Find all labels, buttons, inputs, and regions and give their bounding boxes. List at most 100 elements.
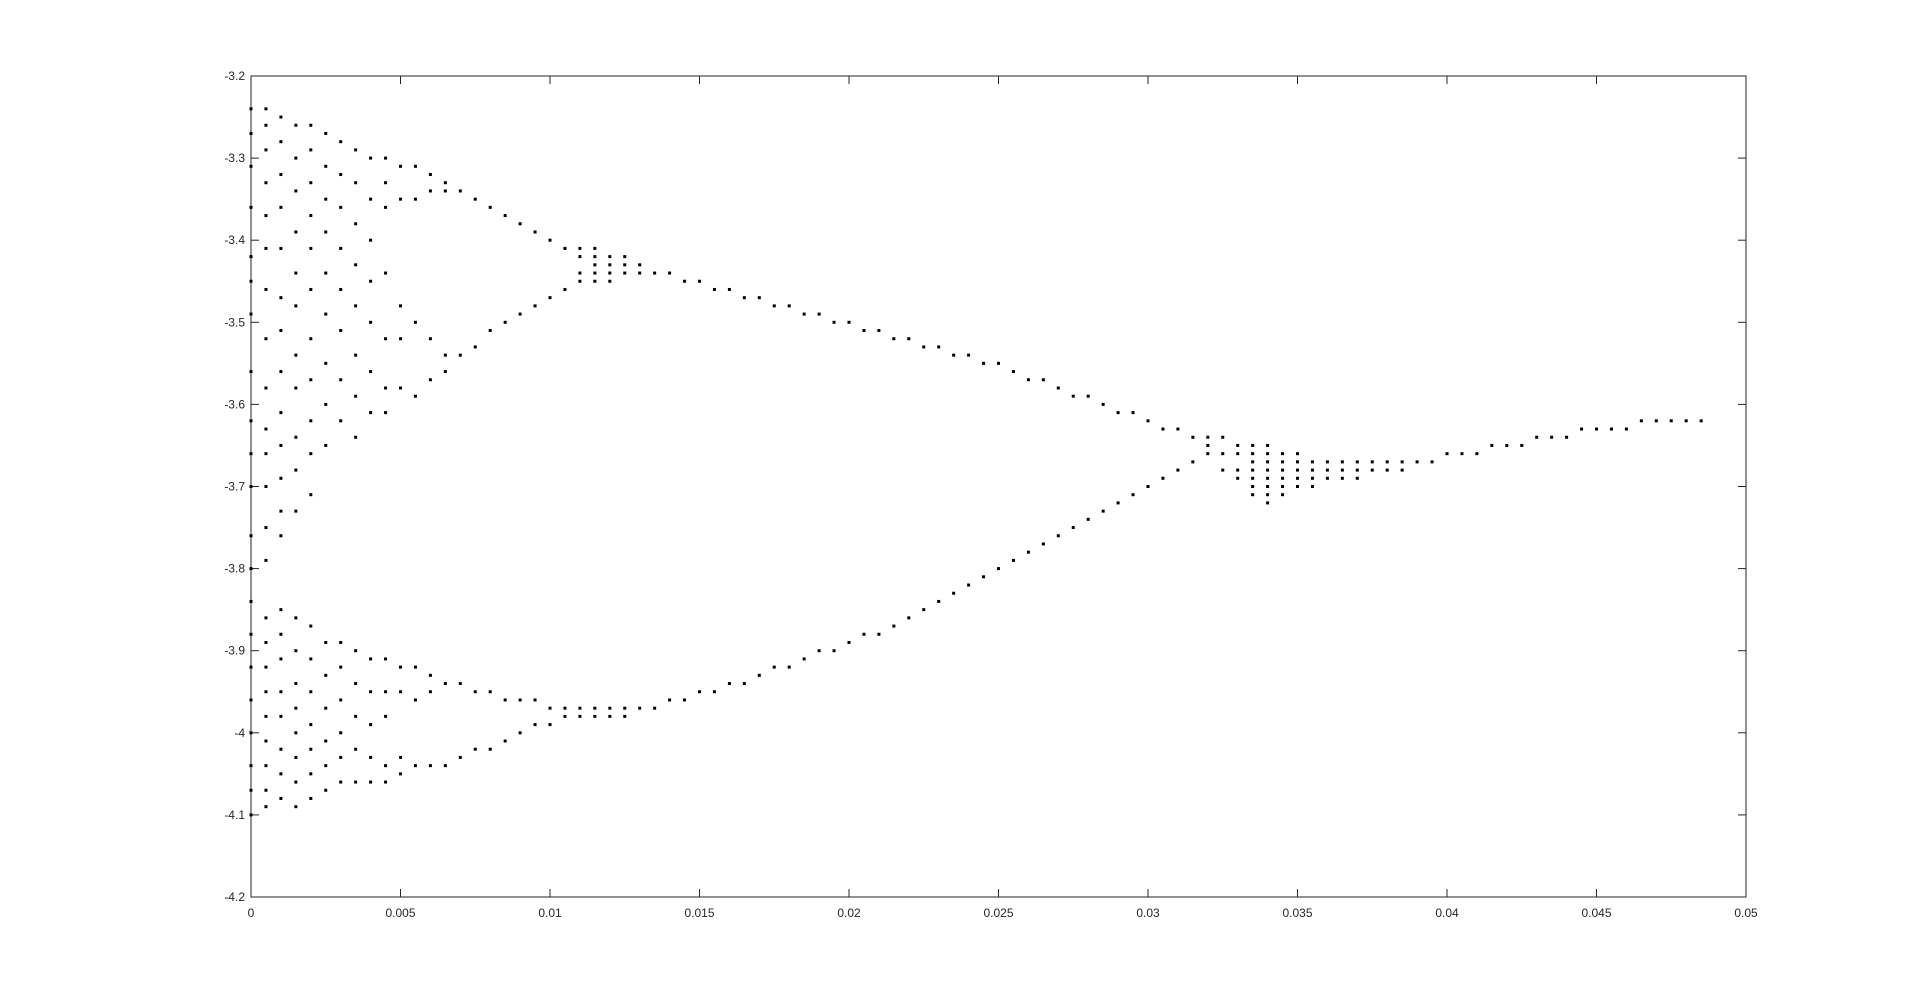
data-point: [428, 764, 432, 768]
data-point: [428, 378, 432, 382]
data-point: [608, 714, 612, 718]
data-point: [1071, 394, 1075, 398]
data-point: [1430, 460, 1434, 464]
data-point: [1071, 526, 1075, 530]
data-point: [548, 296, 552, 300]
data-point: [1191, 460, 1195, 464]
data-point: [578, 706, 582, 710]
data-point: [309, 148, 313, 152]
data-point: [354, 263, 358, 267]
data-point: [1550, 435, 1554, 439]
data-point: [264, 558, 268, 562]
data-point: [354, 353, 358, 357]
x-tick-label: 0.03: [1136, 906, 1160, 920]
data-point: [503, 320, 507, 324]
data-point: [399, 304, 402, 308]
data-point: [354, 747, 358, 751]
data-point: [458, 682, 462, 686]
data-point: [593, 246, 597, 250]
data-point: [384, 764, 388, 768]
y-tick-label: -3.7: [224, 480, 245, 494]
data-point: [548, 706, 552, 710]
data-point: [608, 271, 612, 275]
data-point: [413, 665, 417, 669]
data-point: [1281, 460, 1285, 464]
x-tick-label: 0.015: [684, 906, 714, 920]
data-point: [369, 279, 373, 283]
data-point: [892, 624, 896, 628]
data-point: [309, 747, 313, 751]
data-point: [279, 115, 283, 119]
data-point: [1236, 443, 1240, 447]
data-point: [369, 755, 373, 759]
data-point: [354, 714, 358, 718]
data-point: [1325, 468, 1329, 472]
data-point: [249, 698, 253, 702]
x-tick-label: 0.025: [983, 906, 1013, 920]
data-point: [1236, 476, 1240, 480]
data-point: [339, 173, 343, 177]
data-point: [1266, 485, 1270, 488]
data-point: [458, 353, 462, 357]
data-point: [428, 173, 432, 177]
data-point: [578, 271, 582, 275]
data-point: [264, 764, 268, 768]
x-tick-label: 0.02: [837, 906, 861, 920]
data-point: [264, 714, 268, 718]
data-point: [428, 189, 432, 193]
data-point: [384, 205, 388, 209]
data-point: [1310, 460, 1314, 464]
data-point: [488, 690, 492, 694]
y-tick-label: -4: [234, 726, 245, 740]
data-point: [249, 764, 253, 768]
data-point: [294, 731, 298, 735]
data-point: [1206, 443, 1210, 447]
data-point: [1011, 558, 1015, 562]
data-point: [1266, 468, 1270, 472]
data-point: [533, 230, 537, 234]
data-point: [249, 567, 253, 571]
data-point: [1266, 493, 1270, 497]
x-tick-label: 0: [248, 906, 255, 920]
data-point: [578, 255, 582, 259]
x-tick-label: 0.01: [538, 906, 562, 920]
data-point: [1251, 493, 1255, 497]
data-point: [1251, 468, 1255, 472]
data-point: [937, 345, 941, 349]
data-point: [772, 304, 776, 308]
data-point: [1056, 534, 1060, 538]
data-point: [533, 698, 537, 702]
data-point: [787, 304, 791, 308]
data-point: [862, 329, 866, 333]
data-point: [264, 739, 268, 743]
data-point: [249, 534, 253, 538]
data-point: [608, 263, 612, 267]
data-point: [1400, 468, 1404, 472]
data-point: [533, 304, 537, 308]
data-point: [413, 764, 417, 768]
data-point: [578, 246, 582, 250]
data-point: [787, 665, 791, 669]
data-point: [952, 353, 956, 357]
data-point: [1266, 443, 1270, 447]
data-point: [309, 624, 313, 628]
data-point: [249, 279, 253, 283]
data-point: [264, 246, 268, 250]
data-point: [518, 698, 522, 702]
data-point: [249, 107, 253, 111]
data-point: [1310, 485, 1314, 488]
data-point: [399, 164, 402, 168]
data-point: [1236, 468, 1240, 472]
data-point: [428, 673, 432, 677]
data-point: [249, 205, 253, 209]
data-point: [922, 608, 926, 612]
data-point: [1639, 419, 1643, 423]
data-point: [324, 402, 328, 406]
data-point: [967, 583, 971, 587]
data-point: [294, 616, 298, 620]
data-point: [279, 608, 283, 612]
data-point: [369, 411, 373, 415]
y-tick-label: -3.6: [224, 397, 245, 411]
data-point: [249, 419, 253, 423]
data-point: [1490, 443, 1494, 447]
